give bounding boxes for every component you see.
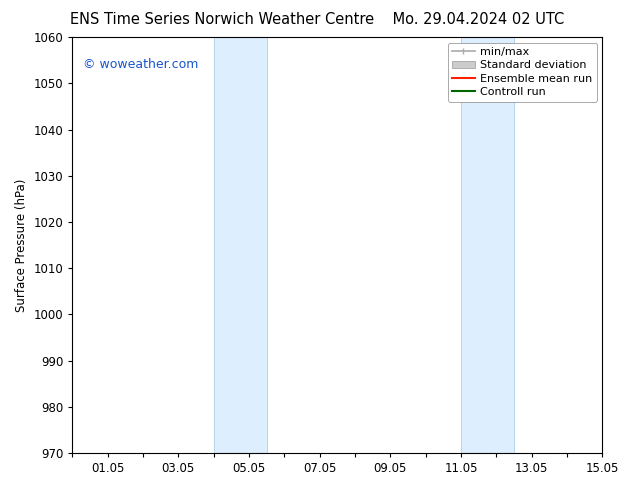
- Bar: [461, 37, 514, 453]
- Legend: min/max, Standard deviation, Ensemble mean run, Controll run: min/max, Standard deviation, Ensemble me…: [448, 43, 597, 101]
- Text: ENS Time Series Norwich Weather Centre    Mo. 29.04.2024 02 UTC: ENS Time Series Norwich Weather Centre M…: [70, 12, 564, 27]
- Bar: [214, 37, 267, 453]
- Y-axis label: Surface Pressure (hPa): Surface Pressure (hPa): [15, 178, 28, 312]
- Text: © woweather.com: © woweather.com: [83, 58, 198, 71]
